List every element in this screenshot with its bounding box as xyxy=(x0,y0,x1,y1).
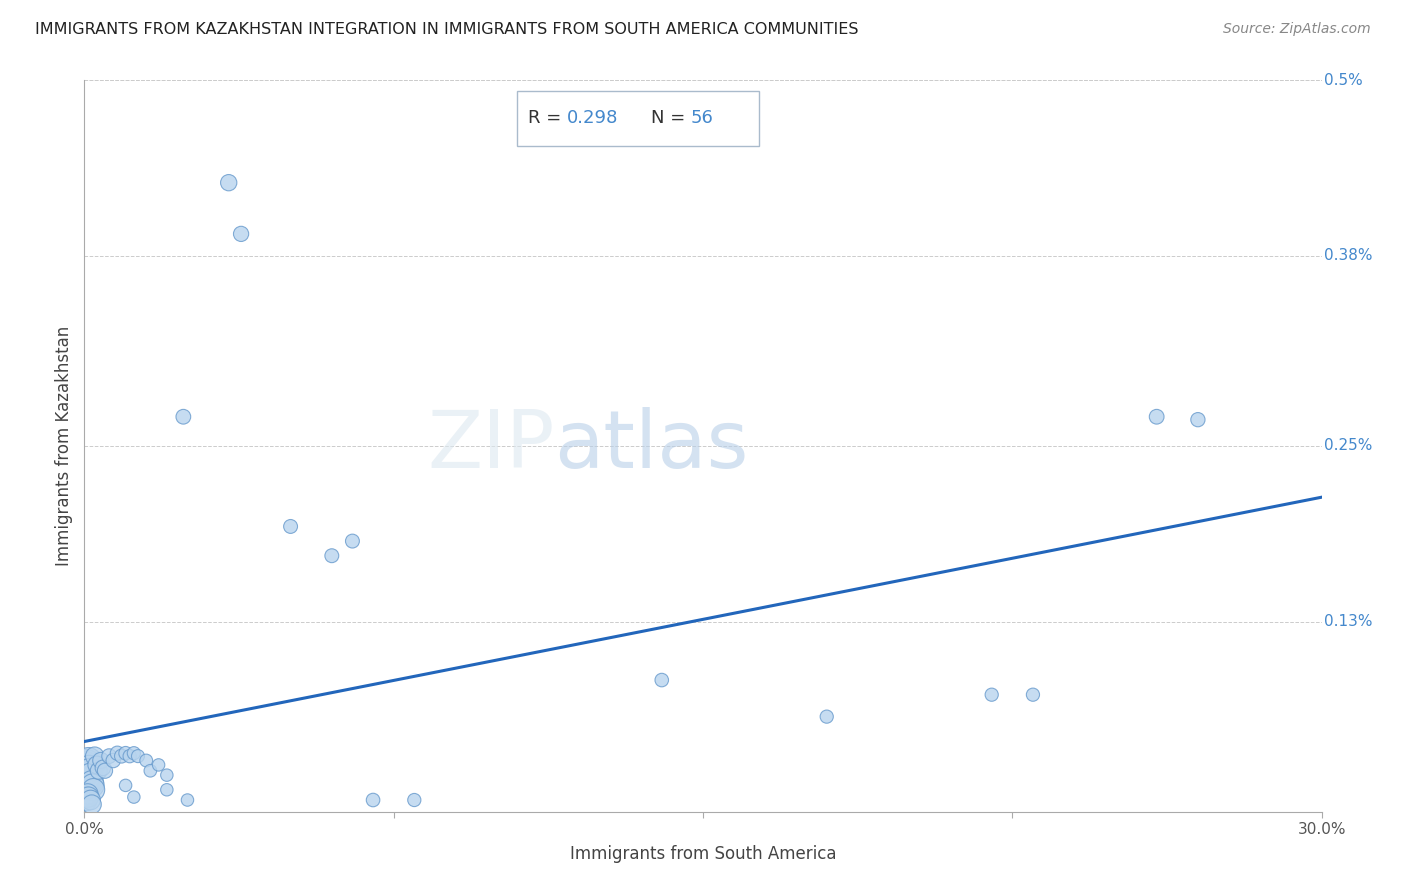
Point xyxy=(91,761,114,775)
Point xyxy=(127,749,149,764)
Text: 0.298: 0.298 xyxy=(567,110,619,128)
Point xyxy=(229,227,252,241)
Point xyxy=(105,746,128,760)
Point xyxy=(110,749,132,764)
Point xyxy=(75,793,97,807)
Text: Source: ZipAtlas.com: Source: ZipAtlas.com xyxy=(1223,22,1371,37)
Point xyxy=(79,768,101,782)
Point xyxy=(172,409,194,424)
Point xyxy=(139,764,162,778)
Point xyxy=(75,790,97,805)
Text: 0.38%: 0.38% xyxy=(1324,248,1372,263)
Point xyxy=(79,764,101,778)
Point xyxy=(75,775,97,789)
Point xyxy=(77,790,100,805)
Point xyxy=(90,754,112,768)
Point xyxy=(321,549,343,563)
Text: 0.25%: 0.25% xyxy=(1324,439,1372,453)
Text: 0.5%: 0.5% xyxy=(1324,73,1362,87)
Point xyxy=(218,176,240,190)
Point xyxy=(98,749,121,764)
Text: atlas: atlas xyxy=(554,407,749,485)
Text: 56: 56 xyxy=(690,110,713,128)
Point xyxy=(1146,409,1168,424)
FancyBboxPatch shape xyxy=(517,91,759,146)
Point xyxy=(118,749,141,764)
Point xyxy=(77,754,100,768)
Point xyxy=(135,754,157,768)
Point xyxy=(75,758,97,772)
Point xyxy=(82,778,104,792)
Text: R =: R = xyxy=(527,110,567,128)
Point xyxy=(280,519,302,533)
Point xyxy=(75,768,97,782)
Point xyxy=(76,772,98,787)
Point xyxy=(361,793,384,807)
Point xyxy=(156,768,179,782)
Text: IMMIGRANTS FROM KAZAKHSTAN INTEGRATION IN IMMIGRANTS FROM SOUTH AMERICA COMMUNIT: IMMIGRANTS FROM KAZAKHSTAN INTEGRATION I… xyxy=(35,22,859,37)
Point xyxy=(114,746,136,760)
Point xyxy=(1022,688,1045,702)
Point xyxy=(87,764,110,778)
Point xyxy=(76,764,98,778)
Point xyxy=(651,673,673,687)
Point xyxy=(404,793,426,807)
Point xyxy=(342,534,364,549)
Point xyxy=(79,793,101,807)
Point xyxy=(815,709,838,723)
Point xyxy=(94,764,117,778)
Point xyxy=(156,782,179,797)
Point xyxy=(148,758,170,772)
Point xyxy=(176,793,198,807)
Text: 0.13%: 0.13% xyxy=(1324,614,1372,629)
Point xyxy=(122,790,145,805)
Point xyxy=(114,778,136,792)
Point xyxy=(80,797,103,812)
Point xyxy=(75,761,97,775)
Text: ZIP: ZIP xyxy=(427,407,554,485)
Y-axis label: Immigrants from Kazakhstan: Immigrants from Kazakhstan xyxy=(55,326,73,566)
Point xyxy=(1187,412,1209,426)
Point xyxy=(76,778,98,792)
X-axis label: Immigrants from South America: Immigrants from South America xyxy=(569,846,837,863)
Point xyxy=(980,688,1002,702)
Point xyxy=(86,758,108,772)
Point xyxy=(82,782,104,797)
Point xyxy=(83,749,105,764)
Point xyxy=(103,754,125,768)
Point xyxy=(80,775,103,789)
Point xyxy=(122,746,145,760)
Point xyxy=(76,787,98,801)
Point xyxy=(79,761,101,775)
Text: N =: N = xyxy=(651,110,690,128)
